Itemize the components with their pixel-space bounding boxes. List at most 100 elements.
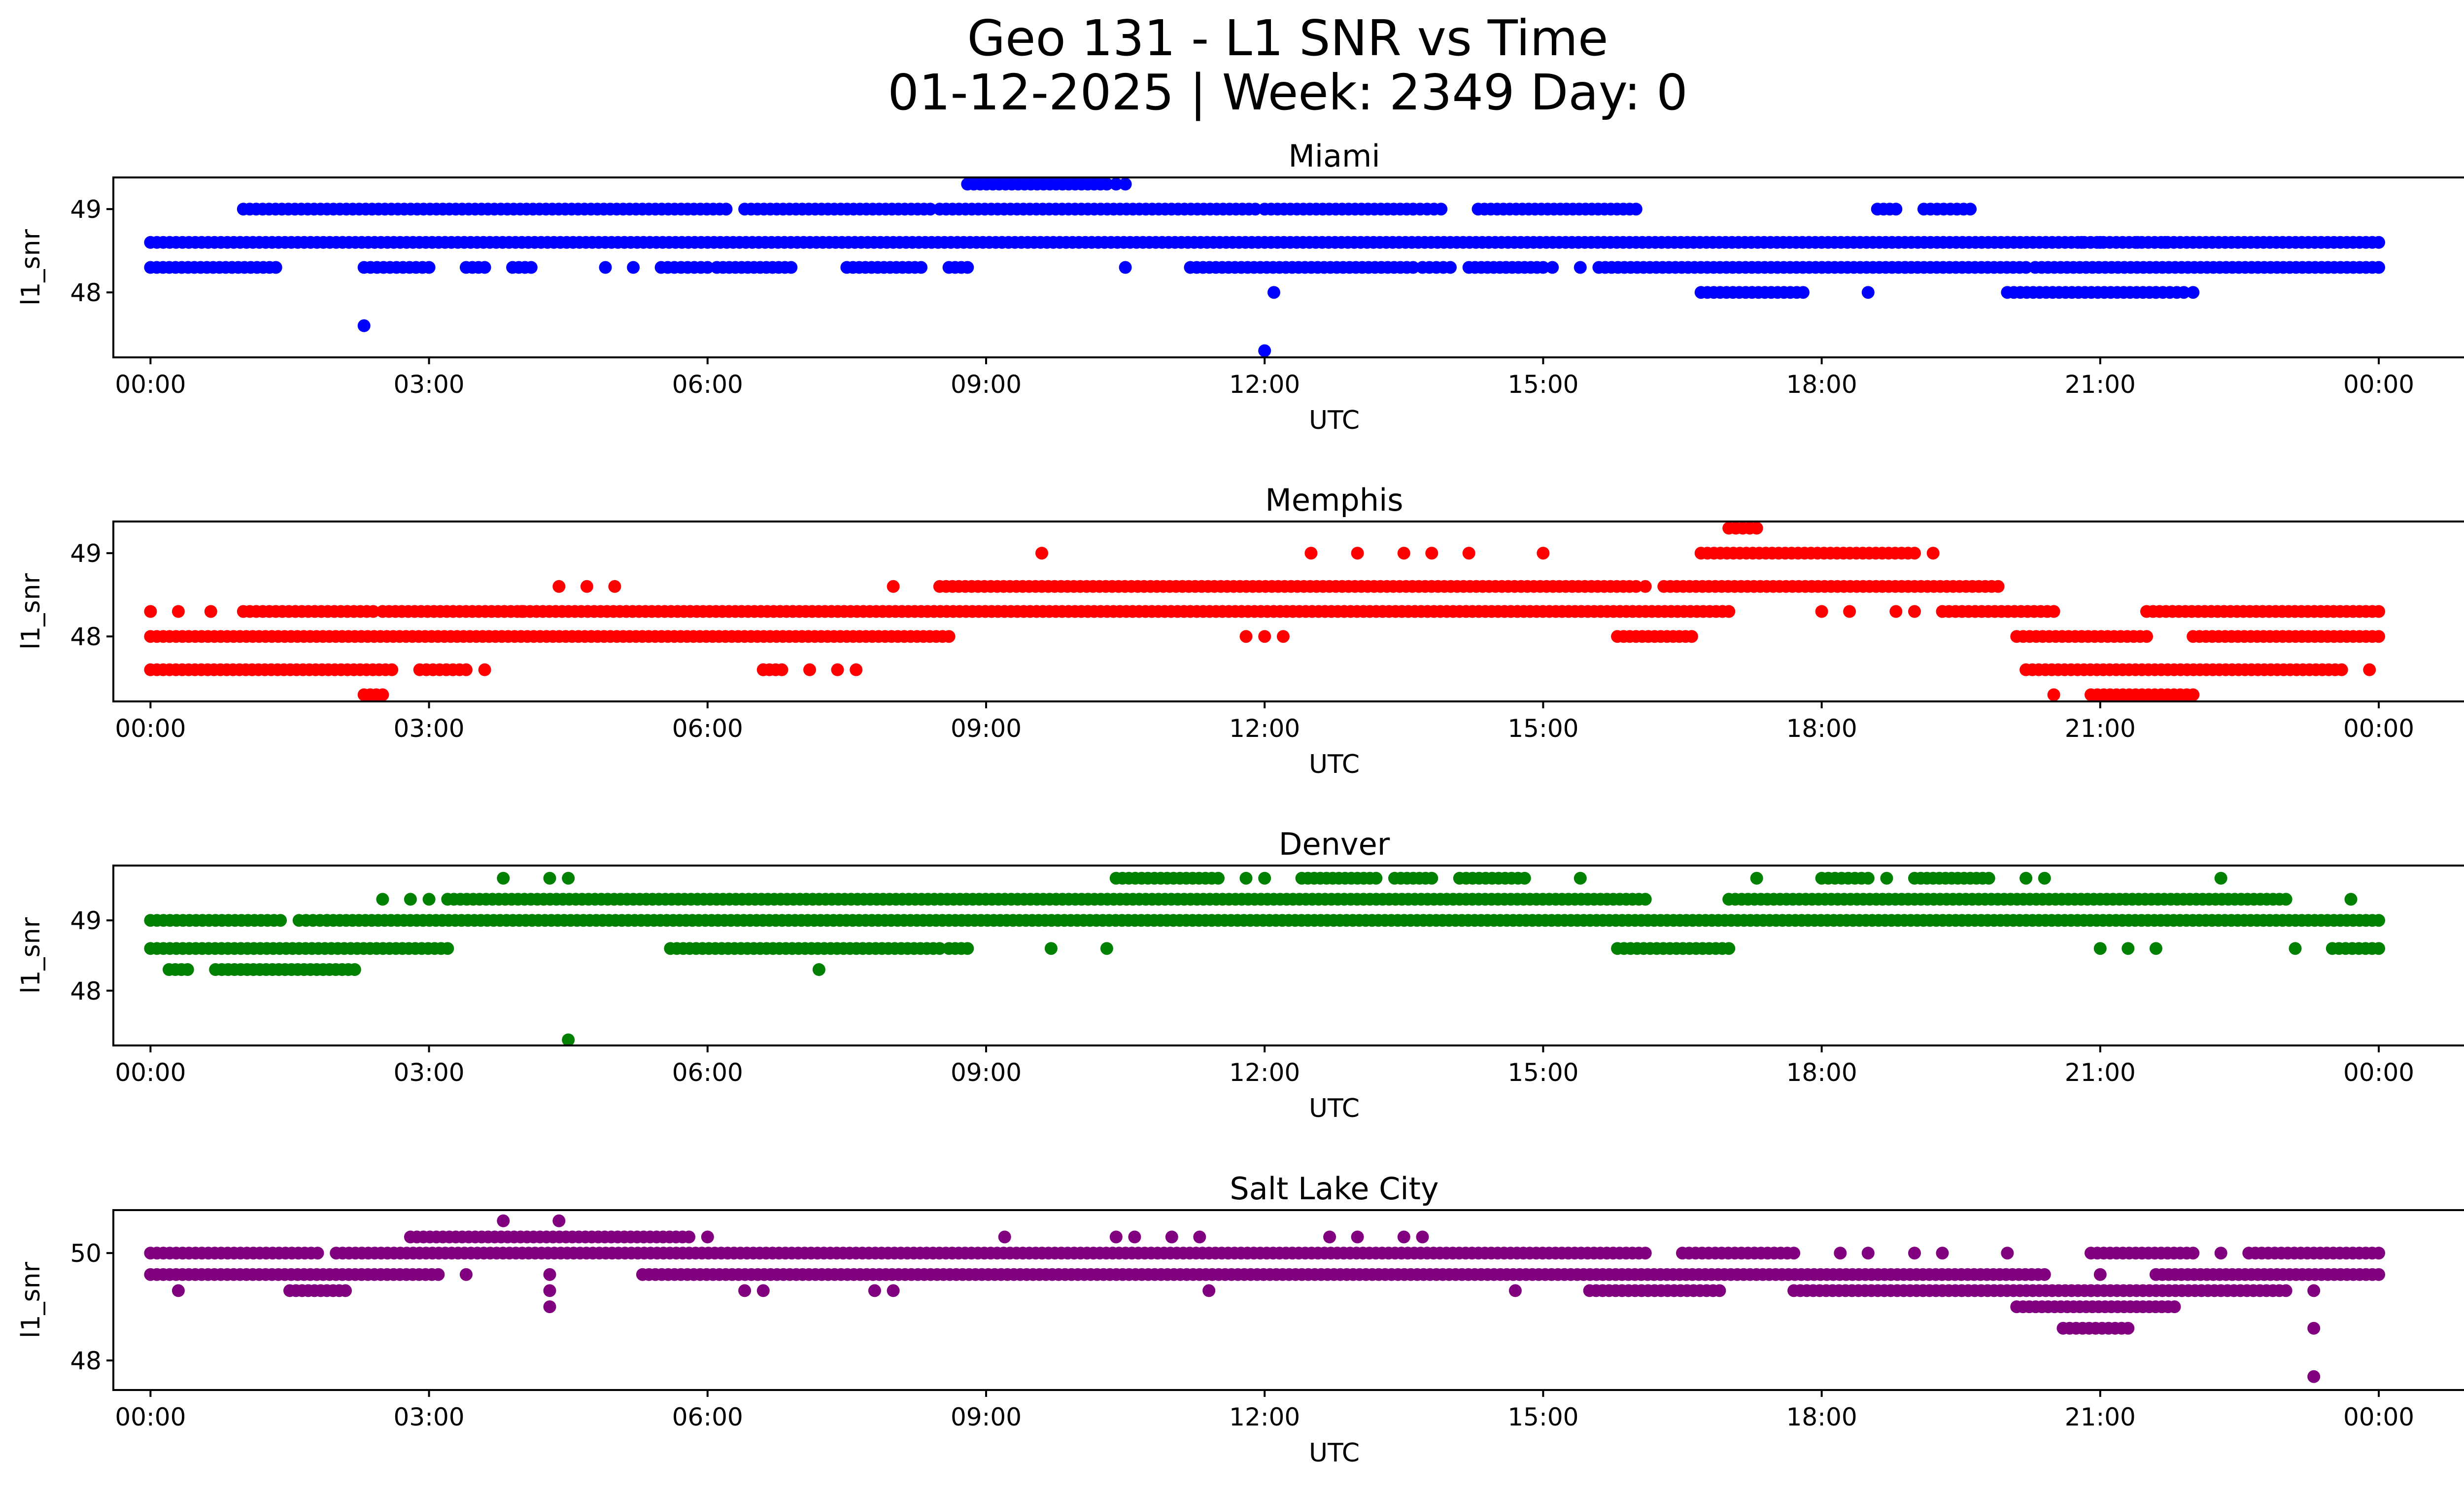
data-point bbox=[1323, 1230, 1336, 1244]
data-point bbox=[701, 1230, 714, 1244]
data-point bbox=[1109, 177, 1123, 191]
data-point bbox=[1796, 286, 1810, 299]
x-tick-label: 06:00 bbox=[672, 1403, 743, 1431]
data-point bbox=[1750, 522, 1763, 535]
data-point bbox=[2019, 871, 2033, 885]
data-point bbox=[2075, 236, 2088, 249]
data-point bbox=[385, 663, 399, 676]
x-tick-label: 21:00 bbox=[2065, 714, 2136, 743]
data-point bbox=[803, 663, 816, 676]
data-point bbox=[2372, 914, 2385, 927]
data-point bbox=[2279, 893, 2293, 906]
axes-frame bbox=[112, 521, 2464, 702]
data-point bbox=[1713, 1284, 1726, 1297]
data-point bbox=[311, 1247, 324, 1260]
data-point bbox=[1239, 871, 1253, 885]
x-tick-label: 03:00 bbox=[394, 1058, 465, 1087]
data-point bbox=[357, 319, 371, 332]
data-point bbox=[933, 942, 946, 955]
data-point bbox=[1165, 1230, 1178, 1244]
data-point bbox=[812, 963, 825, 976]
data-point bbox=[1546, 261, 1559, 274]
data-point bbox=[1639, 893, 1652, 906]
data-point bbox=[376, 688, 389, 701]
data-point bbox=[1239, 630, 1253, 643]
data-point bbox=[1119, 261, 1132, 274]
data-point bbox=[1416, 1230, 1429, 1244]
y-tick-label: 49 bbox=[70, 906, 102, 935]
data-point bbox=[2363, 663, 2376, 676]
data-point bbox=[1991, 580, 2005, 593]
data-point bbox=[204, 605, 217, 618]
x-tick-label: 09:00 bbox=[951, 370, 1022, 399]
y-tick-label: 48 bbox=[70, 1347, 102, 1375]
data-point bbox=[738, 1284, 752, 1297]
data-point bbox=[2372, 236, 2385, 249]
data-point bbox=[181, 963, 194, 976]
data-point bbox=[1861, 286, 1875, 299]
data-point bbox=[543, 871, 556, 885]
data-point bbox=[1722, 942, 1736, 955]
x-tick-label: 15:00 bbox=[1507, 1403, 1578, 1431]
axes-frame bbox=[112, 865, 2464, 1046]
data-point bbox=[1249, 203, 1262, 216]
axes-frame bbox=[112, 1209, 2464, 1391]
data-point bbox=[1880, 871, 1893, 885]
data-point bbox=[580, 580, 593, 593]
x-tick-label: 03:00 bbox=[394, 370, 465, 399]
data-point bbox=[171, 1284, 185, 1297]
x-tick-label: 12:00 bbox=[1229, 714, 1300, 743]
data-point bbox=[1202, 1284, 1216, 1297]
x-tick-label: 09:00 bbox=[951, 714, 1022, 743]
x-tick-label: 00:00 bbox=[115, 1058, 186, 1087]
y-tick-label: 48 bbox=[70, 278, 102, 307]
data-point bbox=[422, 261, 436, 274]
data-point bbox=[961, 261, 974, 274]
data-point bbox=[348, 963, 361, 976]
x-axis-label: UTC bbox=[1309, 406, 1360, 435]
data-point bbox=[701, 261, 714, 274]
data-point bbox=[2149, 942, 2162, 955]
x-tick-label: 12:00 bbox=[1229, 370, 1300, 399]
data-point bbox=[376, 893, 389, 906]
data-point bbox=[2047, 688, 2060, 701]
x-tick-label: 21:00 bbox=[2065, 1058, 2136, 1087]
x-tick-label: 18:00 bbox=[1786, 370, 1857, 399]
data-point bbox=[998, 1230, 1011, 1244]
x-tick-label: 09:00 bbox=[951, 1058, 1022, 1087]
data-point bbox=[2122, 942, 2135, 955]
data-point bbox=[942, 630, 956, 643]
data-point bbox=[2177, 286, 2190, 299]
data-point bbox=[1629, 580, 1643, 593]
x-tick-label: 00:00 bbox=[115, 1403, 186, 1431]
figure-subtitle: 01-12-2025 | Week: 2349 Day: 0 bbox=[888, 64, 1688, 121]
data-point bbox=[2307, 1321, 2321, 1335]
data-point bbox=[478, 261, 491, 274]
data-point bbox=[831, 663, 844, 676]
x-tick-label: 15:00 bbox=[1507, 370, 1578, 399]
x-axis-label: UTC bbox=[1309, 1094, 1360, 1123]
data-point bbox=[1212, 871, 1225, 885]
data-point bbox=[339, 1284, 352, 1297]
data-point bbox=[2001, 1247, 2014, 1260]
data-point bbox=[2187, 286, 2200, 299]
data-point bbox=[1639, 580, 1652, 593]
data-point bbox=[1639, 1247, 1652, 1260]
x-tick-label: 21:00 bbox=[2065, 370, 2136, 399]
data-point bbox=[1508, 1284, 1522, 1297]
data-point bbox=[2307, 1284, 2321, 1297]
data-point bbox=[2038, 1268, 2051, 1281]
data-point bbox=[497, 871, 510, 885]
data-point bbox=[269, 261, 282, 274]
x-tick-label: 00:00 bbox=[2343, 1403, 2414, 1431]
data-point bbox=[1119, 177, 1132, 191]
data-point bbox=[1889, 203, 1903, 216]
x-tick-label: 09:00 bbox=[951, 1403, 1022, 1431]
x-tick-label: 18:00 bbox=[1786, 1403, 1857, 1431]
data-point bbox=[1537, 261, 1550, 274]
data-point bbox=[2093, 942, 2107, 955]
x-tick-label: 03:00 bbox=[394, 714, 465, 743]
data-point bbox=[2372, 605, 2385, 618]
data-point bbox=[1304, 547, 1318, 560]
